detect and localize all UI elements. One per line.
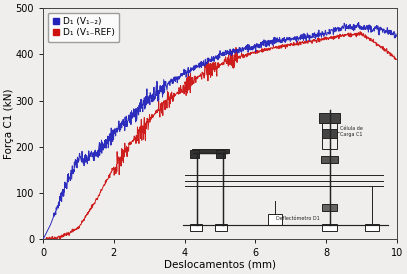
Legend: D₁ (V₁₋₂), D₁ (V₁₋REF): D₁ (V₁₋₂), D₁ (V₁₋REF) [48, 13, 119, 42]
X-axis label: Deslocamentos (mm): Deslocamentos (mm) [164, 260, 276, 270]
Y-axis label: Força C1 (kN): Força C1 (kN) [4, 89, 14, 159]
